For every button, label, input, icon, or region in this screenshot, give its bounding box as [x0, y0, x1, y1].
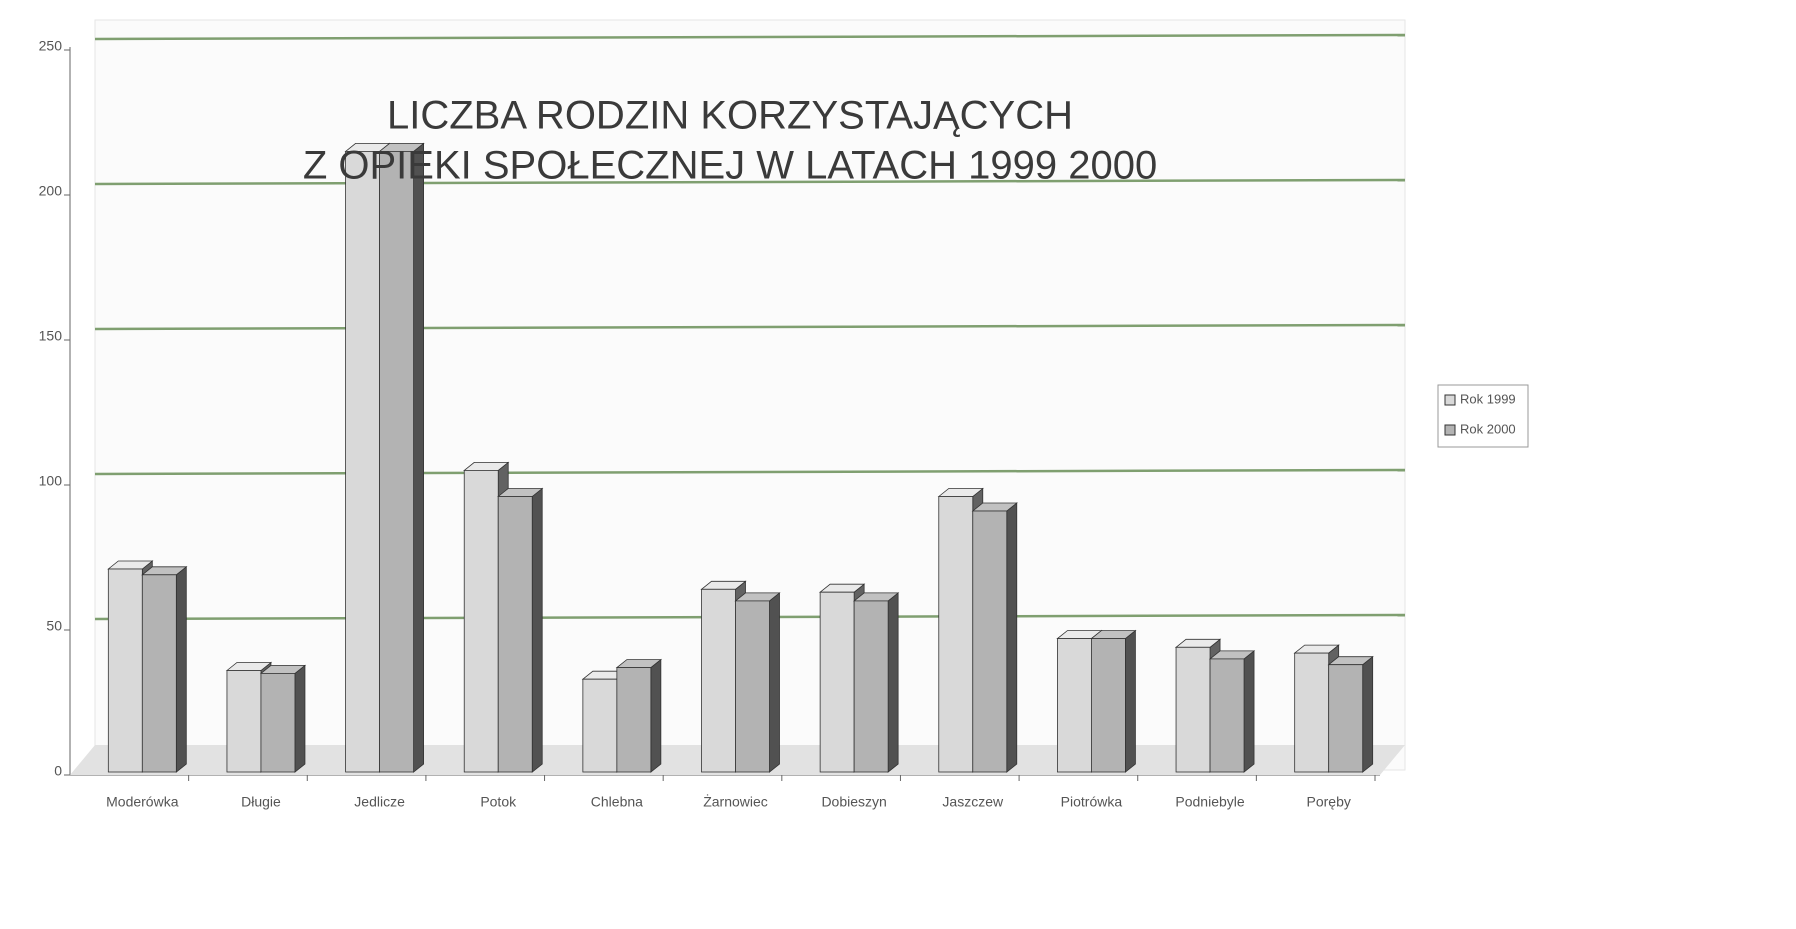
bar — [853, 600, 889, 773]
y-tick-label: 250 — [39, 38, 63, 54]
x-tick-label: Dobieszyn — [821, 794, 886, 810]
bar — [1057, 638, 1092, 773]
bar-side — [1125, 629, 1136, 773]
chart-title: LICZBA RODZIN KORZYSTAJĄCYCH — [387, 94, 1073, 138]
bar-side — [294, 664, 306, 773]
bar — [260, 673, 296, 773]
y-tick-label: 100 — [39, 473, 63, 489]
bar — [463, 469, 499, 773]
y-tick-label: 200 — [39, 183, 63, 199]
bar — [1091, 638, 1126, 773]
grid-line — [94, 33, 1406, 41]
bar-side — [769, 592, 780, 773]
bar — [497, 496, 533, 773]
bar-side — [887, 592, 899, 773]
bar-side — [1362, 655, 1374, 773]
bar — [938, 496, 974, 773]
x-tick-label: Poręby — [1307, 794, 1351, 810]
x-tick-label: Piotrówka — [1061, 794, 1123, 810]
legend-label: Rok 2000 — [1460, 421, 1516, 436]
bar — [107, 568, 143, 773]
x-tick-label: Jaszczew — [942, 794, 1004, 810]
bar — [1328, 664, 1364, 773]
bar — [1294, 652, 1330, 773]
bar — [972, 510, 1008, 773]
x-tick-label: Żarnowiec — [703, 793, 768, 810]
x-tick-label: Długie — [241, 794, 281, 810]
x-tick-label: Chlebna — [591, 794, 643, 810]
bar — [1175, 646, 1211, 773]
bar — [379, 150, 414, 773]
y-tick-label: 0 — [54, 763, 62, 779]
bar — [735, 600, 770, 773]
x-tick-label: Moderówka — [106, 794, 179, 810]
y-tick-label: 150 — [39, 328, 63, 344]
y-tick-label: 50 — [46, 618, 62, 634]
x-tick-label: Jedlicze — [354, 794, 405, 810]
bar-side — [413, 142, 424, 773]
legend-label: Rok 1999 — [1460, 391, 1516, 406]
x-tick-label: Podniebyle — [1175, 794, 1244, 810]
bar-side — [1006, 502, 1018, 773]
chart-title: Z OPIEKI SPOŁECZNEJ W LATACH 1999 2000 — [303, 144, 1157, 188]
legend-swatch — [1444, 394, 1456, 406]
bar — [819, 591, 855, 773]
grid-line — [94, 468, 1406, 476]
bar-side — [175, 565, 187, 773]
bar — [1209, 658, 1245, 773]
grid-line — [94, 178, 1406, 186]
bar — [616, 667, 652, 773]
bar — [345, 150, 380, 773]
legend-swatch — [1444, 424, 1456, 436]
bar-side — [531, 487, 543, 773]
grid-line — [94, 323, 1406, 331]
bar-side — [650, 658, 662, 773]
bar — [582, 678, 618, 773]
bar — [226, 670, 262, 773]
x-tick-label: Potok — [480, 794, 517, 810]
bar-side — [1243, 650, 1255, 773]
bar — [701, 588, 736, 773]
bar — [141, 574, 177, 773]
